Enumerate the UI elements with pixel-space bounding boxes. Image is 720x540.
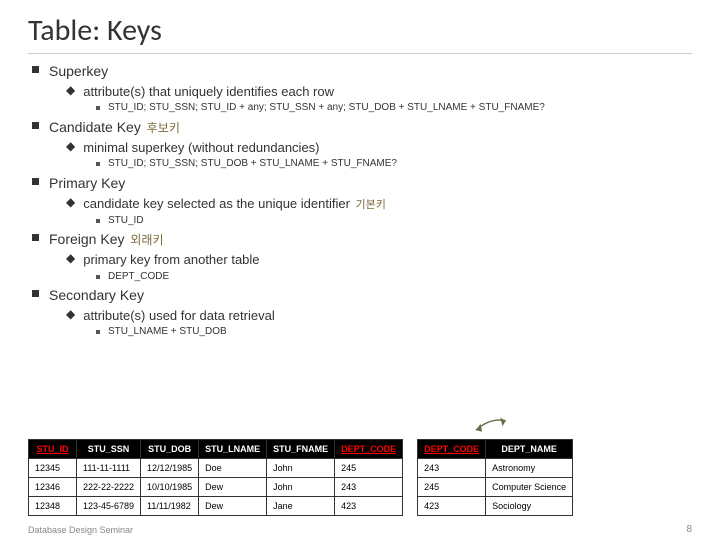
heading-item: Candidate Key 후보키: [32, 118, 692, 137]
table-cell: 243: [418, 459, 486, 478]
table-cell: Dew: [199, 497, 267, 516]
small-square-bullet-icon: [96, 330, 100, 334]
heading-text: Candidate Key 후보키: [49, 118, 180, 137]
diamond-bullet-icon: ◆: [66, 195, 75, 209]
table-row: 245Computer Science: [418, 478, 573, 497]
sub-item: ◆ candidate key selected as the unique id…: [66, 195, 692, 213]
table-header-cell: STU_DOB: [141, 440, 199, 459]
example-item: STU_ID; STU_SSN; STU_ID + any; STU_SSN +…: [96, 101, 692, 115]
heading-text: Secondary Key: [49, 286, 144, 305]
table-header-cell: DEPT_CODE: [335, 440, 403, 459]
table-cell: 12345: [29, 459, 77, 478]
example-text: STU_ID; STU_SSN; STU_ID + any; STU_SSN +…: [108, 101, 545, 115]
diamond-bullet-icon: ◆: [66, 307, 75, 321]
table-cell: Computer Science: [486, 478, 573, 497]
example-item: STU_ID; STU_SSN; STU_DOB + STU_LNAME + S…: [96, 157, 692, 171]
small-square-bullet-icon: [96, 106, 100, 110]
sub-text: minimal superkey (without redundancies): [83, 139, 319, 157]
square-bullet-icon: [32, 66, 39, 73]
heading-text: Primary Key: [49, 174, 125, 193]
square-bullet-icon: [32, 290, 39, 297]
sub-text: primary key from another table: [83, 251, 259, 269]
square-bullet-icon: [32, 178, 39, 185]
sub-item: ◆ primary key from another table: [66, 251, 692, 269]
sub-item: ◆ attribute(s) used for data retrieval: [66, 307, 692, 325]
table-cell: Jane: [267, 497, 335, 516]
slide: Table: Keys Superkey ◆ attribute(s) that u…: [0, 0, 720, 540]
heading-item: Foreign Key 외래키: [32, 230, 692, 249]
heading-item: Secondary Key: [32, 286, 692, 305]
heading-item: Superkey: [32, 62, 692, 81]
dept-table: DEPT_CODEDEPT_NAME243Astronomy245Compute…: [417, 439, 573, 516]
example-item: STU_ID: [96, 214, 692, 228]
table-header-cell: DEPT_CODE: [418, 440, 486, 459]
table-cell: 11/11/1982: [141, 497, 199, 516]
page-number: 8: [686, 524, 692, 535]
sub-item: ◆ attribute(s) that uniquely identifies e…: [66, 83, 692, 101]
table-header-cell: STU_SSN: [77, 440, 141, 459]
small-square-bullet-icon: [96, 162, 100, 166]
diamond-bullet-icon: ◆: [66, 251, 75, 265]
table-cell: Astronomy: [486, 459, 573, 478]
table-cell: Sociology: [486, 497, 573, 516]
square-bullet-icon: [32, 122, 39, 129]
table-cell: 245: [418, 478, 486, 497]
tables-row: STU_IDSTU_SSNSTU_DOBSTU_LNAMESTU_FNAMEDE…: [28, 439, 692, 516]
table-cell: 423: [335, 497, 403, 516]
sub-item: ◆ minimal superkey (without redundancies): [66, 139, 692, 157]
table-row: 243Astronomy: [418, 459, 573, 478]
table-cell: 123-45-6789: [77, 497, 141, 516]
table-cell: 423: [418, 497, 486, 516]
table-header-row: STU_IDSTU_SSNSTU_DOBSTU_LNAMESTU_FNAMEDE…: [29, 440, 403, 459]
example-text: DEPT_CODE: [108, 270, 169, 284]
example-text: STU_ID; STU_SSN; STU_DOB + STU_LNAME + S…: [108, 157, 397, 171]
table-header-cell: STU_LNAME: [199, 440, 267, 459]
table-row: 423Sociology: [418, 497, 573, 516]
sub-text: attribute(s) used for data retrieval: [83, 307, 274, 325]
small-square-bullet-icon: [96, 219, 100, 223]
table-cell: John: [267, 459, 335, 478]
table-cell: 222-22-2222: [77, 478, 141, 497]
table-cell: 243: [335, 478, 403, 497]
table-header-cell: STU_ID: [29, 440, 77, 459]
square-bullet-icon: [32, 234, 39, 241]
footer-left: Database Design Seminar: [28, 525, 133, 535]
table-cell: Dew: [199, 478, 267, 497]
table-cell: John: [267, 478, 335, 497]
example-item: STU_LNAME + STU_DOB: [96, 325, 692, 339]
table-row: 12345111-11-111112/12/1985DoeJohn245: [29, 459, 403, 478]
student-table: STU_IDSTU_SSNSTU_DOBSTU_LNAMESTU_FNAMEDE…: [28, 439, 403, 516]
table-cell: 111-11-1111: [77, 459, 141, 478]
curved-arrow: [466, 416, 514, 438]
table-cell: 245: [335, 459, 403, 478]
example-text: STU_ID: [108, 214, 144, 228]
heading-text: Foreign Key 외래키: [49, 230, 164, 249]
page-title: Table: Keys: [28, 12, 692, 54]
sub-text: attribute(s) that uniquely identifies ea…: [83, 83, 334, 101]
sub-text: candidate key selected as the unique ide…: [83, 195, 386, 213]
content-outline: Superkey ◆ attribute(s) that uniquely iden…: [28, 62, 692, 339]
table-row: 12348123-45-678911/11/1982DewJane423: [29, 497, 403, 516]
diamond-bullet-icon: ◆: [66, 83, 75, 97]
table-cell: Doe: [199, 459, 267, 478]
diamond-bullet-icon: ◆: [66, 139, 75, 153]
example-item: DEPT_CODE: [96, 270, 692, 284]
table-cell: 12348: [29, 497, 77, 516]
heading-text: Superkey: [49, 62, 108, 81]
table-header-cell: STU_FNAME: [267, 440, 335, 459]
table-cell: 12/12/1985: [141, 459, 199, 478]
small-square-bullet-icon: [96, 275, 100, 279]
table-header-cell: DEPT_NAME: [486, 440, 573, 459]
table-header-row: DEPT_CODEDEPT_NAME: [418, 440, 573, 459]
table-cell: 12346: [29, 478, 77, 497]
table-row: 12346222-22-222210/10/1985DewJohn243: [29, 478, 403, 497]
table-cell: 10/10/1985: [141, 478, 199, 497]
example-text: STU_LNAME + STU_DOB: [108, 325, 227, 339]
heading-item: Primary Key: [32, 174, 692, 193]
